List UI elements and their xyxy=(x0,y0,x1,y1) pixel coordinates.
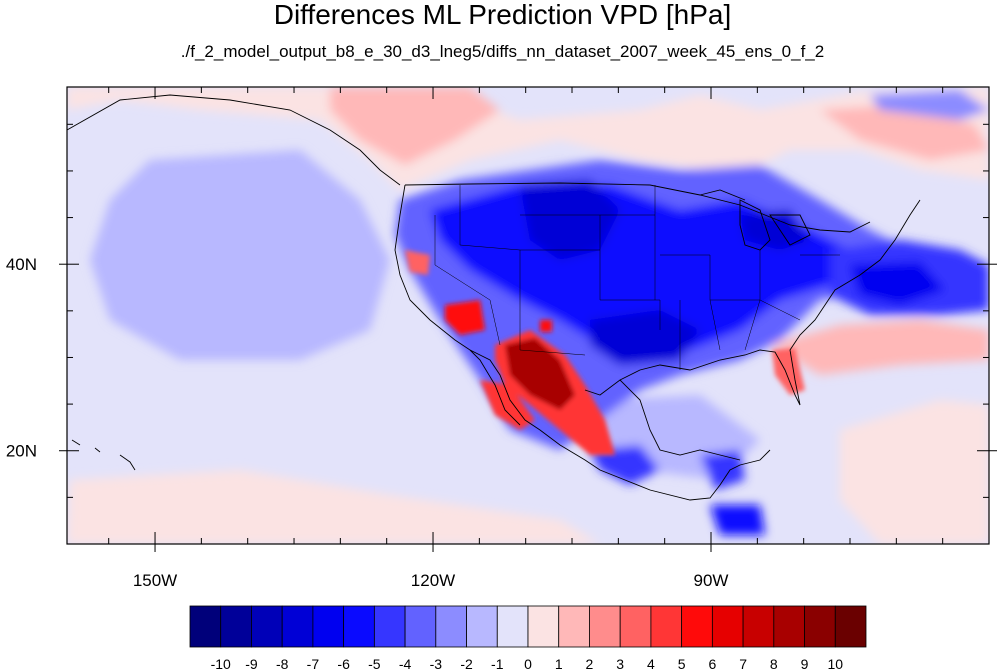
colorbar-label: 0 xyxy=(524,656,532,672)
colorbar-label: 6 xyxy=(708,656,716,672)
colorbar-label: 1 xyxy=(555,656,563,672)
x-tick-label: 150W xyxy=(133,571,177,590)
colorbar-label: 9 xyxy=(801,656,809,672)
chart-title: Differences ML Prediction VPD [hPa] xyxy=(273,0,732,30)
colorbar-label: 8 xyxy=(770,656,778,672)
colorbar-label: 5 xyxy=(678,656,686,672)
colorbar-box xyxy=(466,605,498,648)
colorbar-label: -9 xyxy=(245,656,258,672)
colorbar-box xyxy=(281,605,314,648)
colorbar-box xyxy=(312,605,345,648)
colorbar-box xyxy=(189,605,222,648)
colorbar-box xyxy=(373,605,406,648)
colorbar-label: -4 xyxy=(399,656,412,672)
colorbar-box xyxy=(404,605,437,648)
colorbar-box xyxy=(773,605,805,648)
colorbar-box xyxy=(711,605,744,648)
coastlines xyxy=(67,94,921,501)
colorbar-label: 10 xyxy=(827,656,843,672)
colorbar-label: 7 xyxy=(739,656,747,672)
colorbar-label: -6 xyxy=(337,656,350,672)
colorbar-box xyxy=(558,605,590,648)
state-borders xyxy=(434,185,840,370)
y-tick-label: 20N xyxy=(6,442,37,461)
colorbar-box xyxy=(589,605,621,648)
colorbar-box xyxy=(251,605,283,648)
colorbar-label: 2 xyxy=(586,656,594,672)
colorbar-box xyxy=(496,605,529,648)
colorbar-label: -10 xyxy=(211,656,231,672)
colorbar-box xyxy=(742,605,775,648)
colorbar-label: -2 xyxy=(460,656,473,672)
colorbar-box xyxy=(435,605,467,648)
y-tick-label: 40N xyxy=(6,255,37,274)
colorbar-box xyxy=(220,605,252,648)
axis-ticks xyxy=(59,87,997,552)
colorbar-box xyxy=(804,605,836,648)
colorbar-label: 4 xyxy=(647,656,655,672)
colorbar-label: -3 xyxy=(430,656,443,672)
colorbar-label: -5 xyxy=(368,656,381,672)
colorbar-box xyxy=(834,605,867,648)
colorbar-label: -1 xyxy=(491,656,504,672)
colorbar-box xyxy=(650,605,683,648)
chart-subtitle: ./f_2_model_output_b8_e_30_d3_lneg5/diff… xyxy=(180,42,825,61)
colorbar-box xyxy=(527,605,560,648)
x-tick-label: 120W xyxy=(411,571,455,590)
colorbar-label: -8 xyxy=(276,656,289,672)
colorbar-label: 3 xyxy=(616,656,624,672)
colorbar: -10 -9 -8 -7 -6 -5 -4 -3 -2 -1 0 1 2 3 4 5 6 7 8 9 10 xyxy=(189,605,867,672)
colorbar-label: -7 xyxy=(307,656,320,672)
axis-labels: 150W 120W 90W 40N 20N xyxy=(6,255,729,590)
x-tick-label: 90W xyxy=(694,571,729,590)
map-field xyxy=(67,87,989,544)
colorbar-box xyxy=(343,605,375,648)
colorbar-box xyxy=(619,605,652,648)
colorbar-box xyxy=(681,605,713,648)
plot-frame xyxy=(66,86,990,545)
